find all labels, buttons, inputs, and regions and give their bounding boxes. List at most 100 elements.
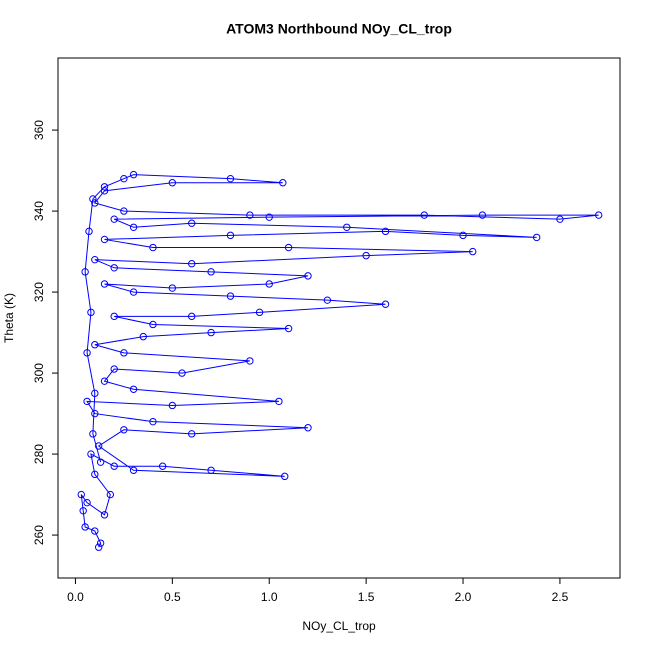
data-point xyxy=(207,268,215,276)
data-point xyxy=(96,458,105,466)
data-point xyxy=(110,215,118,223)
data-point xyxy=(85,227,93,236)
data-point xyxy=(120,207,128,215)
data-point xyxy=(91,389,99,398)
data-point xyxy=(284,324,293,333)
data-point xyxy=(343,223,351,231)
data-point xyxy=(129,170,138,179)
data-point xyxy=(381,300,390,308)
x-tick-label: 1.0 xyxy=(261,590,278,604)
data-point xyxy=(100,511,109,519)
data-point xyxy=(226,174,235,183)
data-point xyxy=(83,498,91,507)
data-point xyxy=(79,507,87,515)
data-point xyxy=(83,349,91,357)
data-point xyxy=(188,260,196,268)
y-tick-label: 340 xyxy=(32,201,46,221)
data-point xyxy=(81,523,89,531)
data-point xyxy=(459,231,467,240)
data-point xyxy=(207,466,215,474)
data-point xyxy=(91,341,99,349)
x-tick-label: 1.5 xyxy=(358,590,375,604)
data-point xyxy=(207,328,215,337)
data-point xyxy=(89,195,97,203)
data-point xyxy=(91,255,99,264)
data-point xyxy=(149,417,157,426)
y-tick-label: 300 xyxy=(32,363,46,383)
y-tick-label: 280 xyxy=(32,444,46,464)
data-point xyxy=(83,397,91,406)
x-tick-label: 2.0 xyxy=(455,590,472,604)
data-point xyxy=(100,377,109,385)
data-point xyxy=(304,424,312,432)
data-point xyxy=(110,264,118,272)
data-point xyxy=(120,349,128,357)
data-point xyxy=(149,320,157,329)
data-point xyxy=(304,272,312,280)
data-point xyxy=(255,308,264,317)
data-point xyxy=(129,288,138,296)
data-point xyxy=(178,369,186,377)
data-point xyxy=(478,211,487,219)
x-tick-label: 0.0 xyxy=(67,590,84,604)
y-axis-label: Theta (K) xyxy=(2,293,16,343)
data-point xyxy=(188,219,196,227)
data-point xyxy=(168,284,177,292)
y-tick-label: 360 xyxy=(32,120,46,140)
data-point xyxy=(87,450,95,458)
plot-frame xyxy=(57,57,621,579)
data-point xyxy=(100,235,109,244)
data-point xyxy=(77,490,85,499)
data-point xyxy=(594,211,603,219)
x-tick-label: 0.5 xyxy=(164,590,181,604)
x-tick-label: 2.5 xyxy=(552,590,569,604)
data-point xyxy=(87,308,95,317)
data-point xyxy=(246,357,254,365)
data-point xyxy=(226,231,235,240)
data-point xyxy=(275,397,283,406)
data-point xyxy=(246,211,254,219)
data-point xyxy=(91,199,99,207)
data-point xyxy=(188,312,196,321)
data-point xyxy=(265,280,273,288)
data-point xyxy=(81,268,89,276)
data-point xyxy=(89,430,97,438)
data-point xyxy=(168,179,177,187)
data-point xyxy=(188,430,196,438)
data-point xyxy=(129,223,138,231)
data-point xyxy=(420,211,428,219)
data-point xyxy=(284,243,293,252)
data-point xyxy=(100,280,109,288)
data-point xyxy=(281,472,289,481)
data-point xyxy=(226,292,235,300)
data-point xyxy=(100,183,109,191)
data-point xyxy=(96,539,105,547)
data-point xyxy=(149,243,157,252)
data-point xyxy=(279,179,287,187)
data-point xyxy=(106,490,115,499)
y-tick-label: 260 xyxy=(32,525,46,545)
data-point xyxy=(381,227,390,236)
y-tick-label: 320 xyxy=(32,282,46,302)
data-point xyxy=(110,365,118,373)
data-point xyxy=(469,247,477,256)
chart-title: ATOM3 Northbound NOy_CL_trop xyxy=(226,21,452,37)
data-point xyxy=(120,174,128,183)
data-line xyxy=(80,174,599,548)
data-point xyxy=(120,426,128,434)
data-point xyxy=(532,233,541,242)
data-point xyxy=(94,543,103,551)
data-point xyxy=(91,527,99,535)
data-point xyxy=(168,401,177,410)
data-point xyxy=(94,442,103,450)
data-point xyxy=(129,466,138,474)
data-point xyxy=(139,332,147,341)
data-point xyxy=(265,213,273,221)
data-point xyxy=(129,385,138,393)
data-point xyxy=(100,187,109,195)
data-point xyxy=(323,296,332,304)
data-point xyxy=(91,409,99,418)
data-point xyxy=(110,312,118,321)
